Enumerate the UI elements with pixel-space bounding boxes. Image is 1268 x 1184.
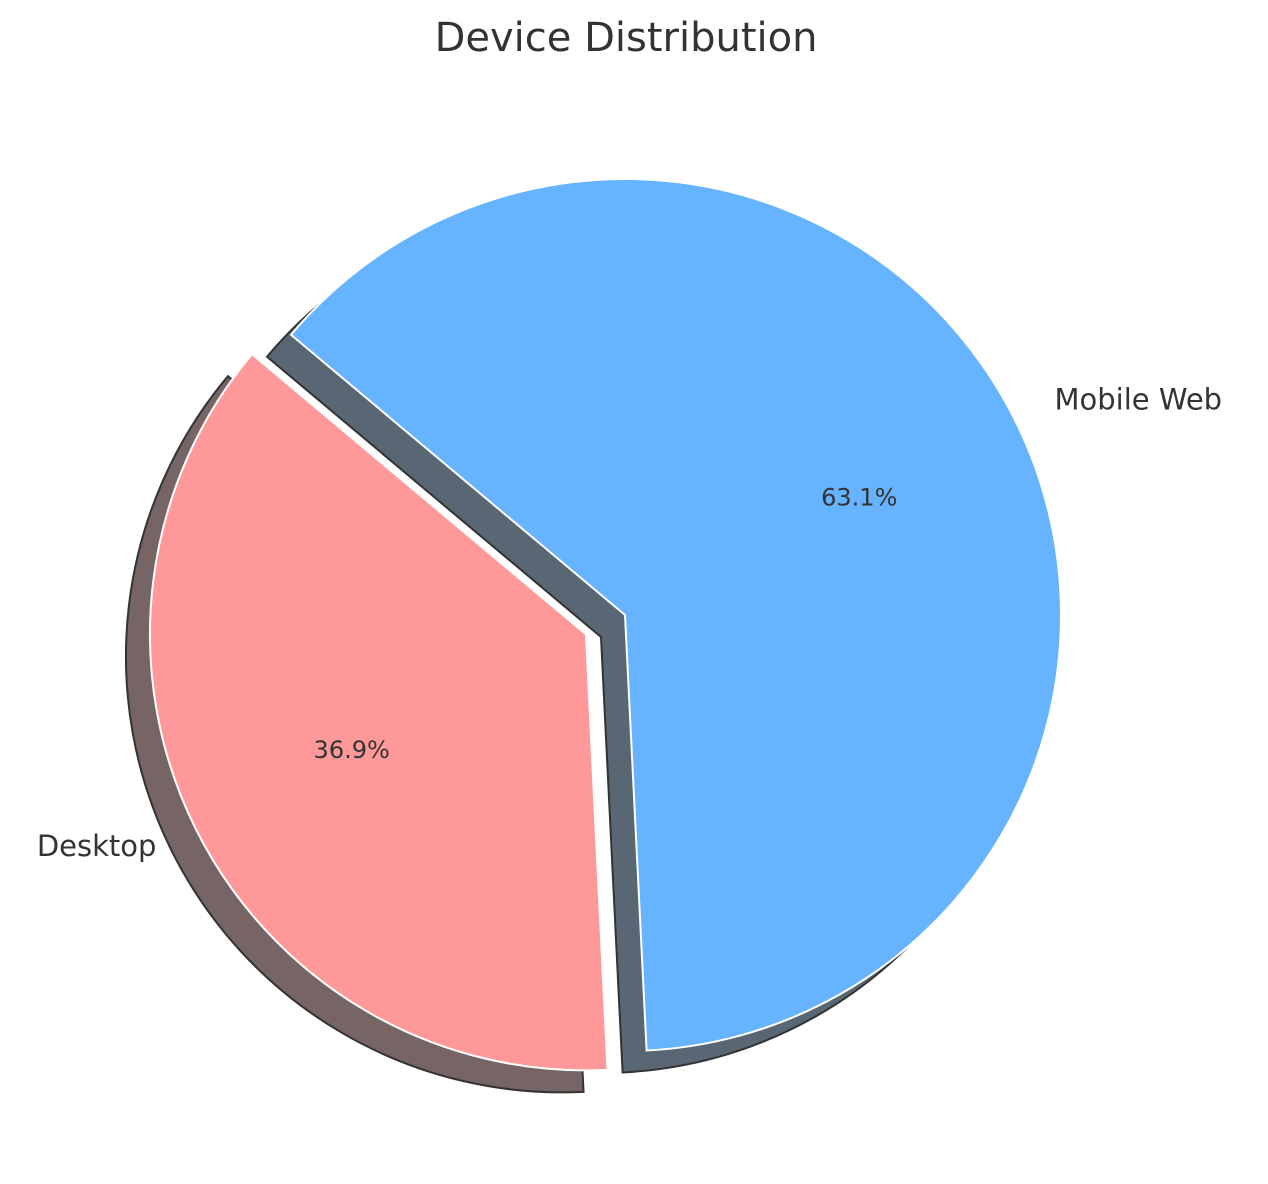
value-label: 36.9%	[314, 736, 390, 764]
slice-label: Mobile Web	[1055, 383, 1223, 417]
slice	[148, 352, 609, 1072]
slice	[289, 177, 1062, 1052]
slice-label: Desktop	[37, 829, 157, 863]
value-label: 63.1%	[821, 484, 897, 512]
chart-title: Device Distribution	[435, 15, 818, 61]
